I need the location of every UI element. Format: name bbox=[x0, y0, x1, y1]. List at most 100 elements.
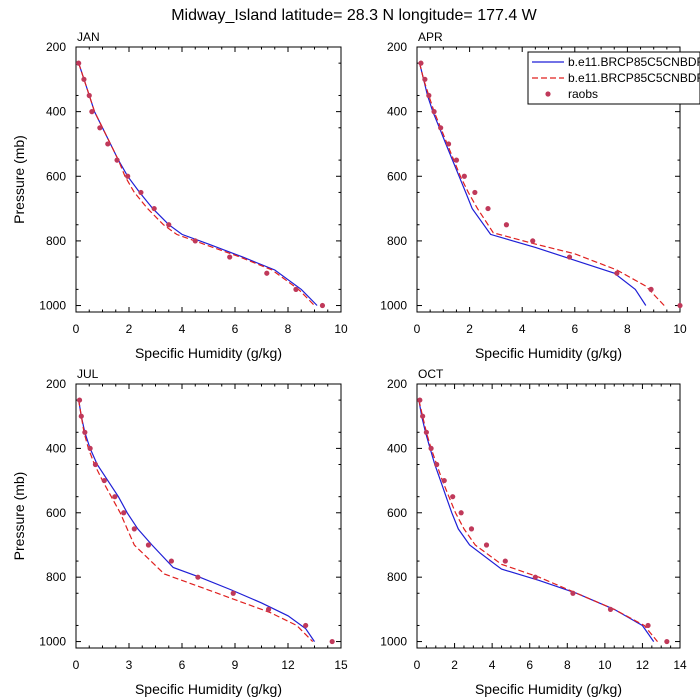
x-axis-title: Specific Humidity (g/kg) bbox=[135, 345, 282, 361]
obs-point bbox=[166, 222, 172, 228]
legend: b.e11.BRCP85C5CNBDRD.f09_g16.001 b.e11.BR… bbox=[527, 51, 700, 105]
data-layer bbox=[419, 63, 665, 306]
obs-point bbox=[78, 413, 84, 419]
obs-point bbox=[664, 638, 670, 645]
y-tick-label: 200 bbox=[46, 40, 66, 54]
obs-point bbox=[101, 477, 107, 484]
obs-point bbox=[461, 173, 467, 179]
obs-point bbox=[138, 189, 144, 196]
x-tick-label: 10 bbox=[334, 322, 348, 336]
obs-point bbox=[428, 445, 434, 451]
x-tick-label: 8 bbox=[285, 322, 292, 336]
obs-point bbox=[105, 141, 111, 147]
obs-point bbox=[423, 429, 429, 435]
obs-point bbox=[483, 542, 490, 548]
y-axis-title: Pressure (mb) bbox=[11, 135, 27, 224]
x-tick-label: 3 bbox=[126, 658, 133, 672]
obs-point bbox=[532, 574, 538, 580]
obs-point bbox=[97, 125, 103, 131]
x-tick-label: 4 bbox=[519, 322, 526, 336]
obs-point bbox=[192, 238, 198, 244]
panel-oct: OCT 0 2 4 6 8 10 12 14 200 400 600 800 1000 Specific H… bbox=[380, 367, 687, 697]
obs-point bbox=[230, 590, 236, 596]
y-tick-label: 800 bbox=[387, 570, 407, 584]
x-tick-label: 0 bbox=[414, 322, 421, 336]
obs-point bbox=[422, 76, 428, 82]
figure-title: Midway_Island latitude= 28.3 N longitude… bbox=[171, 7, 537, 24]
x-tick-label: 10 bbox=[598, 658, 612, 672]
obs-point bbox=[265, 606, 272, 612]
obs-point bbox=[418, 60, 424, 66]
obs-point bbox=[168, 558, 174, 564]
obs-point bbox=[450, 494, 456, 500]
obs-point bbox=[227, 254, 233, 260]
legend-box bbox=[527, 51, 700, 105]
x-tick-label: 6 bbox=[526, 658, 533, 672]
obs-point bbox=[293, 286, 299, 292]
y-tick-label: 800 bbox=[46, 570, 66, 584]
obs-point bbox=[648, 286, 654, 292]
obs-point bbox=[89, 109, 95, 115]
obs-point bbox=[114, 157, 120, 163]
y-tick-label: 200 bbox=[387, 40, 407, 54]
x-tick-label: 6 bbox=[232, 322, 239, 336]
panel-label: APR bbox=[418, 30, 443, 44]
obs-point bbox=[76, 397, 83, 403]
x-tick-label: 8 bbox=[624, 322, 631, 336]
y-tick-label: 1000 bbox=[380, 299, 407, 313]
obs-point bbox=[503, 222, 510, 228]
obs-point bbox=[438, 125, 444, 131]
y-tick-label: 800 bbox=[387, 234, 407, 248]
obs-point bbox=[566, 254, 573, 260]
legend-label: b.e11.BRCP85C5CNBDRD.f09_g16.001 bbox=[568, 55, 700, 69]
data-layer bbox=[418, 399, 658, 642]
obs-point bbox=[614, 270, 620, 276]
obs-point bbox=[570, 590, 576, 596]
x-tick-label: 0 bbox=[73, 322, 80, 336]
series-line-dashed bbox=[419, 63, 665, 306]
plot-frame bbox=[75, 383, 342, 649]
x-axis-title: Specific Humidity (g/kg) bbox=[475, 345, 622, 361]
series-line-solid bbox=[418, 399, 655, 642]
series-line-dashed bbox=[78, 63, 315, 306]
x-axis-title: Specific Humidity (g/kg) bbox=[475, 681, 622, 697]
panel-label: JUL bbox=[77, 367, 99, 381]
plot-frame bbox=[75, 46, 342, 313]
y-tick-label: 600 bbox=[46, 506, 66, 520]
obs-point bbox=[125, 173, 131, 179]
obs-point bbox=[145, 542, 152, 548]
x-tick-label: 2 bbox=[451, 658, 458, 672]
obs-point bbox=[76, 60, 82, 66]
x-axis-title: Specific Humidity (g/kg) bbox=[135, 681, 282, 697]
y-tick-label: 600 bbox=[387, 506, 407, 520]
x-tick-label: 15 bbox=[334, 658, 348, 672]
y-tick-label: 600 bbox=[387, 169, 407, 183]
x-tick-label: 4 bbox=[179, 322, 186, 336]
x-tick-label: 14 bbox=[673, 658, 687, 672]
x-tick-label: 12 bbox=[281, 658, 295, 672]
obs-point bbox=[420, 413, 426, 419]
x-tick-label: 10 bbox=[673, 322, 687, 336]
x-tick-label: 2 bbox=[466, 322, 473, 336]
obs-point bbox=[86, 92, 92, 99]
y-axis-title: Pressure (mb) bbox=[11, 472, 27, 561]
series-line-solid bbox=[419, 63, 647, 306]
legend-label: b.e11.BRCP85C5CNBDRD.f09_g16.001 bbox=[568, 71, 700, 85]
obs-point bbox=[417, 397, 423, 403]
y-tick-label: 400 bbox=[387, 105, 407, 119]
obs-point bbox=[431, 109, 437, 115]
x-tick-label: 2 bbox=[126, 322, 133, 336]
plot-frame bbox=[416, 383, 681, 649]
obs-point bbox=[82, 429, 88, 435]
y-tick-label: 400 bbox=[387, 441, 407, 455]
legend-label: raobs bbox=[568, 87, 598, 101]
obs-point bbox=[426, 92, 432, 99]
x-tick-label: 8 bbox=[564, 658, 571, 672]
x-tick-label: 4 bbox=[489, 658, 496, 672]
series-line-solid bbox=[78, 63, 318, 306]
panel-jul: JUL 0 3 6 9 12 15 200 400 600 800 1000 Specific Humi… bbox=[11, 367, 348, 697]
obs-point bbox=[319, 302, 326, 309]
y-tick-label: 1000 bbox=[39, 299, 66, 313]
